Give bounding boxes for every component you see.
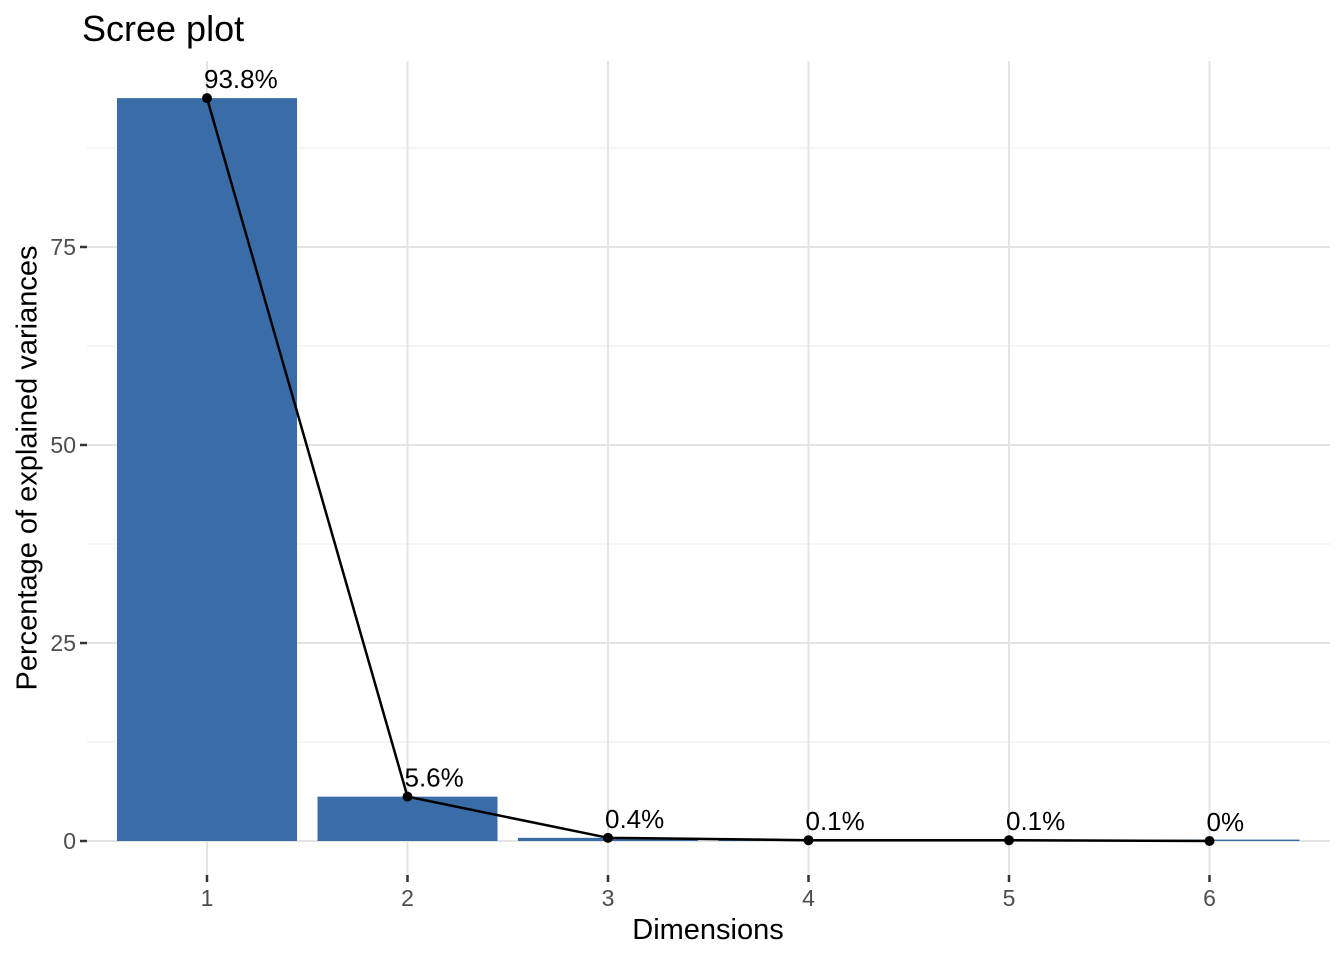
y-axis-tick-label: 25 xyxy=(50,630,76,656)
x-axis-tick-label: 3 xyxy=(602,885,615,911)
x-axis-tick-label: 6 xyxy=(1203,885,1216,911)
data-point-dim-3 xyxy=(603,832,613,843)
variance-line xyxy=(205,97,1210,843)
y-axis-tick-label: 50 xyxy=(50,432,76,458)
x-axis-title: Dimensions xyxy=(632,914,784,946)
x-axis-tick-label: 4 xyxy=(802,885,815,911)
point-label-dim-5: 0.1% xyxy=(1006,806,1065,836)
point-label-dim-4: 0.1% xyxy=(806,806,865,836)
point-label-dim-6: 0% xyxy=(1207,807,1245,837)
y-axis-tick-label: 75 xyxy=(50,234,76,260)
data-point-dim-4 xyxy=(803,835,814,846)
data-point-dim-6 xyxy=(1204,836,1215,846)
variance-bar-dim-1 xyxy=(117,98,297,841)
y-axis-tick-label: 0 xyxy=(63,828,76,854)
x-axis-tick-label: 2 xyxy=(401,885,414,911)
y-axis-title: Percentage of explained variances xyxy=(11,245,44,691)
x-axis-tick-label: 5 xyxy=(1003,885,1016,911)
plot-title: Scree plot xyxy=(82,8,245,49)
data-point-dim-2 xyxy=(402,791,413,802)
point-label-dim-1: 93.8% xyxy=(204,64,278,94)
x-axis-tick-label: 1 xyxy=(201,885,214,911)
point-label-dim-3: 0.4% xyxy=(605,804,664,834)
variance-bar-dim-2 xyxy=(317,796,498,841)
data-point-dim-1 xyxy=(202,93,212,104)
point-label-dim-2: 5.6% xyxy=(405,763,464,793)
data-point-dim-5 xyxy=(1004,835,1014,846)
